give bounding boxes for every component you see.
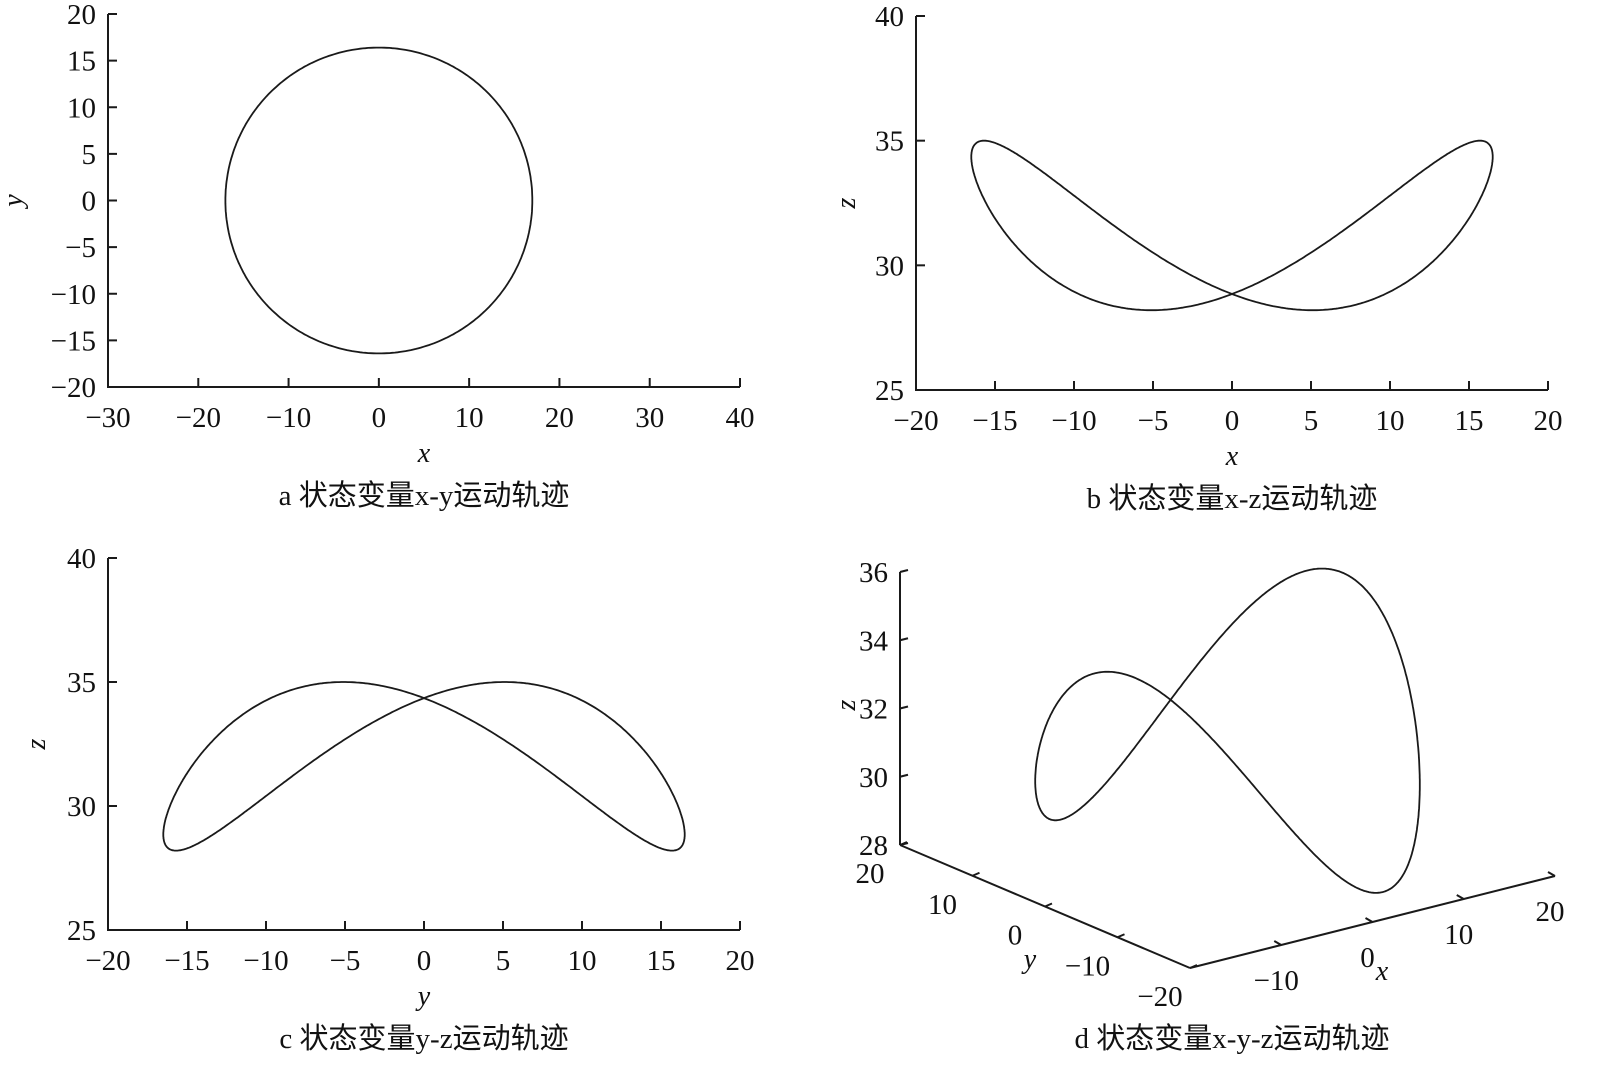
y-tick	[1189, 964, 1198, 969]
y-tick-label: −20	[1137, 981, 1182, 1013]
y-tick-label: −5	[65, 232, 96, 264]
y-tick-label: 20	[856, 858, 885, 890]
x-tick-label: −10	[1051, 405, 1096, 437]
x-tick-label: 40	[726, 402, 755, 434]
z-axis-label: z	[831, 699, 862, 711]
y-tick-label: 0	[1008, 920, 1023, 952]
x-tick-label: −30	[85, 402, 130, 434]
y-tick	[899, 841, 908, 846]
x-tick-label: −5	[1138, 405, 1169, 437]
y-tick-label: 20	[67, 0, 96, 31]
trajectory-line	[162, 681, 686, 852]
x-axis-label: x	[417, 438, 431, 469]
y-tick	[1044, 902, 1053, 908]
x-tick-label: 5	[496, 945, 511, 977]
z-tick-label: 36	[859, 557, 888, 589]
x-tick-label: −5	[330, 945, 361, 977]
y-tick-label: 35	[875, 126, 904, 158]
x-tick-label: 15	[1455, 405, 1484, 437]
trajectory-line	[224, 46, 534, 355]
y-tick-label: −10	[51, 279, 96, 311]
y-tick-label: 30	[67, 791, 96, 823]
y-tick-label: −10	[1065, 950, 1110, 982]
x-tick-label: 20	[726, 945, 755, 977]
x-tick-label: −10	[243, 945, 288, 977]
y-tick-label: 0	[82, 186, 97, 218]
x-tick-label: 30	[635, 402, 664, 434]
x-tick-label: 10	[1444, 919, 1473, 951]
z-tick-label: 32	[859, 694, 888, 726]
subplot-caption: b 状态变量x-z运动轨迹	[1087, 482, 1378, 515]
y-tick-label: 40	[67, 543, 96, 575]
y-axis-label: y	[0, 194, 29, 210]
axes-frame	[915, 16, 1548, 391]
x-tick-label: 0	[1360, 942, 1375, 974]
x-tick-label: 20	[545, 402, 574, 434]
y-tick-label: 35	[67, 667, 96, 699]
y-tick-label: 5	[82, 139, 97, 171]
x-tick-label: 0	[1225, 405, 1240, 437]
x-tick-label: −10	[266, 402, 311, 434]
x-tick-label: −15	[164, 945, 209, 977]
subplot-caption: a 状态变量x-y运动轨迹	[279, 479, 570, 512]
y-tick-label: 10	[928, 889, 957, 921]
x-tick-label: −20	[893, 405, 938, 437]
y-tick-label: 15	[67, 46, 96, 78]
x-tick-label: 0	[417, 945, 432, 977]
subplot-b-xz: −20 −15 −10 −5 0 5 10 15 20 25 30 35 40 x z b 状态变量x-z运动…	[831, 1, 1563, 515]
y-tick	[1117, 933, 1125, 939]
y-axis-label: z	[831, 197, 862, 209]
x-tick-label: 10	[568, 945, 597, 977]
y-tick-label: 10	[67, 92, 96, 124]
x-tick-label: 5	[1304, 405, 1319, 437]
subplot-c-yz: −20 −15 −10 −5 0 5 10 15 20 25 30 35 40 y z c 状态变量y-z运动…	[21, 543, 755, 1055]
y-tick-label: 40	[875, 1, 904, 33]
subplot-caption: d 状态变量x-y-z运动轨迹	[1075, 1022, 1390, 1055]
z-tick	[899, 637, 909, 642]
x-tick	[1273, 940, 1282, 946]
x-tick-label: −15	[972, 405, 1017, 437]
y-tick-label: 30	[875, 250, 904, 282]
trajectory-line	[1034, 567, 1421, 894]
z-tick-label: 28	[859, 830, 888, 862]
x-tick	[1456, 894, 1465, 900]
subplot-caption: c 状态变量y-z运动轨迹	[279, 1022, 568, 1055]
y-tick	[972, 871, 980, 877]
x-tick-label: 15	[647, 945, 676, 977]
z-tick-label: 30	[859, 762, 888, 794]
x-tick	[1365, 917, 1373, 923]
y-tick-label: 25	[67, 915, 96, 947]
x-tick-label: 20	[1534, 405, 1563, 437]
trajectory-line	[970, 139, 1494, 312]
subplot-a-xy: −30 −20 −10 0 10 20 30 40−20−15−10−505101520xya…	[0, 0, 755, 512]
x-tick-label: 10	[1376, 405, 1405, 437]
x-axis-label: y	[415, 981, 431, 1012]
y-tick-label: 25	[875, 375, 904, 407]
z-tick	[899, 569, 909, 573]
y-tick-label: −20	[51, 372, 96, 404]
z-tick	[899, 705, 909, 710]
y-tick-label: −15	[51, 325, 96, 357]
axes-frame	[107, 14, 740, 388]
x-tick-label: 0	[372, 402, 387, 434]
subplot-d-xyz: 28 30 32 34 36 20 10 0 −10 −20 −10 0 10 20 y x z d 状态变量x-…	[831, 557, 1565, 1055]
x-tick-label: −20	[85, 945, 130, 977]
x-tick-label: −10	[1254, 965, 1299, 997]
y-axis-label: z	[21, 738, 52, 750]
z-tick	[899, 773, 909, 778]
z-tick-label: 34	[859, 625, 889, 657]
x-tick-label: 20	[1536, 896, 1565, 928]
x-tick-label: 10	[455, 402, 484, 434]
x-axis-label: x	[1225, 441, 1239, 472]
x-tick-label: −20	[176, 402, 221, 434]
x-tick	[1547, 871, 1556, 877]
x-axis-label: x	[1375, 956, 1389, 987]
axes-frame	[107, 558, 740, 931]
y-axis-label: y	[1021, 944, 1037, 975]
